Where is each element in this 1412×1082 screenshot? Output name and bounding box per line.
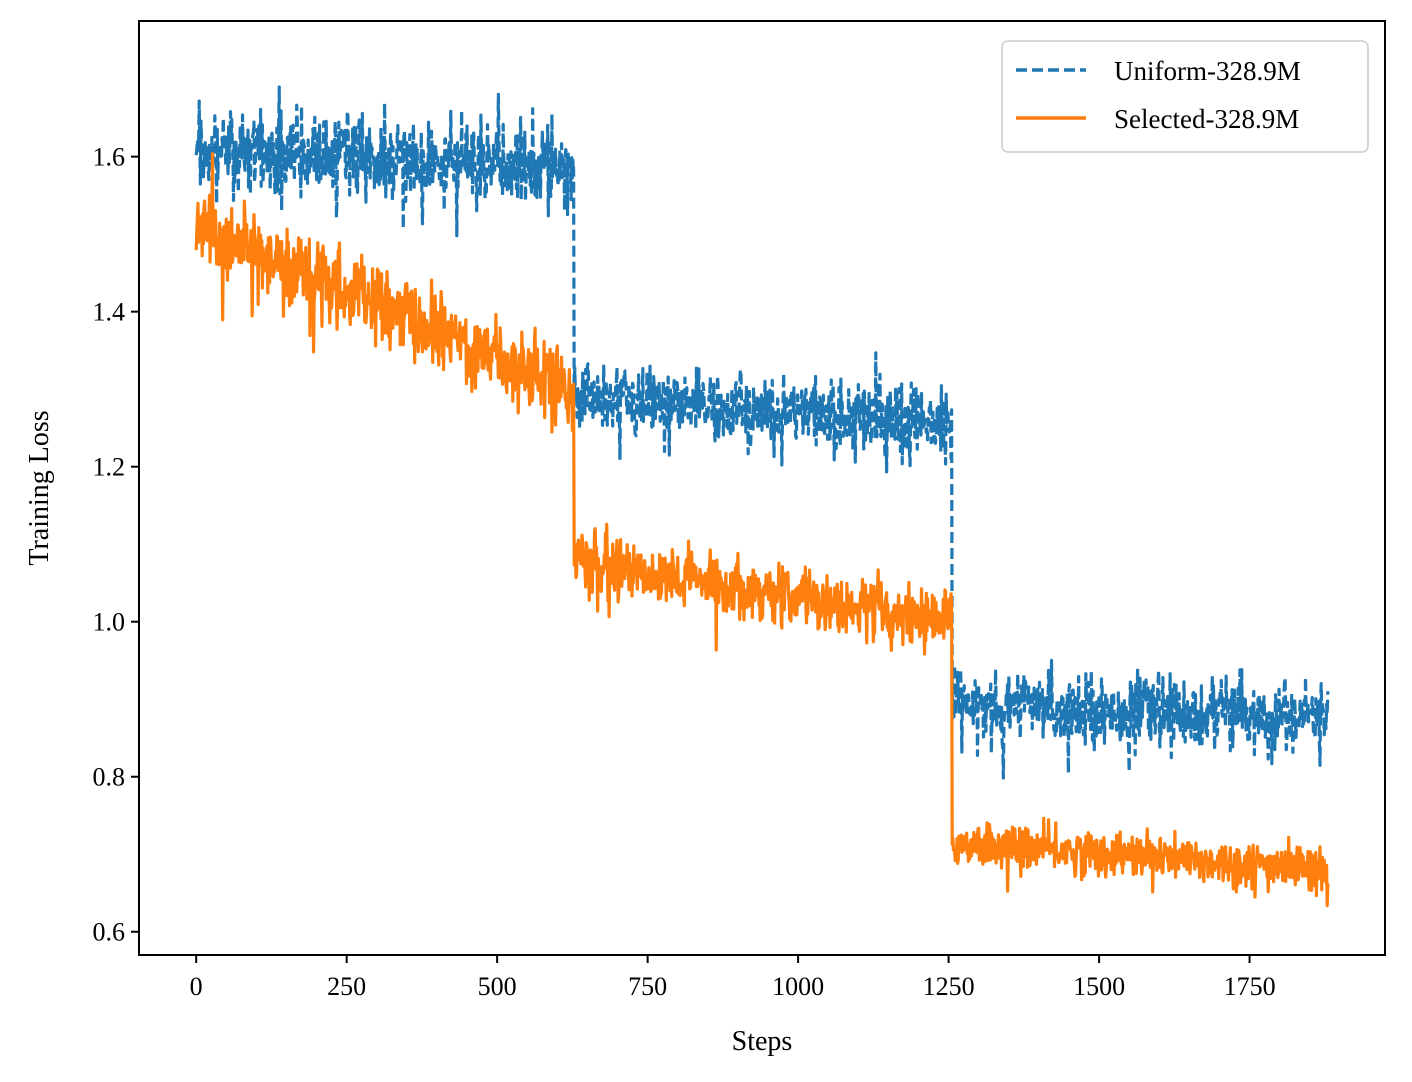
x-tick-label: 1000 xyxy=(772,972,824,1001)
y-tick-label: 1.0 xyxy=(93,608,126,637)
x-tick-label: 750 xyxy=(628,972,667,1001)
series-line-uniform xyxy=(194,85,1330,780)
y-tick-label: 0.6 xyxy=(93,918,126,947)
legend-box xyxy=(1001,40,1369,153)
y-tick-label: 1.4 xyxy=(93,298,126,327)
x-tick-label: 500 xyxy=(478,972,517,1001)
series-line-selected xyxy=(194,152,1330,908)
y-tick-label: 1.2 xyxy=(93,453,126,482)
y-tick-label: 0.8 xyxy=(93,763,126,792)
legend-label-uniform: Uniform-328.9M xyxy=(1114,56,1301,86)
x-tick-label: 250 xyxy=(327,972,366,1001)
x-tick-label: 1250 xyxy=(923,972,975,1001)
x-axis-label: Steps xyxy=(732,1026,793,1057)
legend: Uniform-328.9M Selected-328.9M xyxy=(1001,40,1369,153)
x-tick-label: 1500 xyxy=(1073,972,1125,1001)
x-tick-label: 0 xyxy=(190,972,203,1001)
series-layer xyxy=(194,85,1330,908)
y-tick-label: 1.6 xyxy=(93,143,126,172)
legend-label-selected: Selected-328.9M xyxy=(1114,104,1299,134)
y-axis-ticks: 0.6 0.8 1.0 1.2 1.4 1.6 xyxy=(93,143,139,947)
x-tick-label: 1750 xyxy=(1224,972,1276,1001)
plot-frame xyxy=(138,20,1386,956)
x-axis-ticks: 0 250 500 750 1000 1250 1500 1750 xyxy=(190,955,1276,1001)
y-axis-label: Training Loss xyxy=(24,410,55,565)
